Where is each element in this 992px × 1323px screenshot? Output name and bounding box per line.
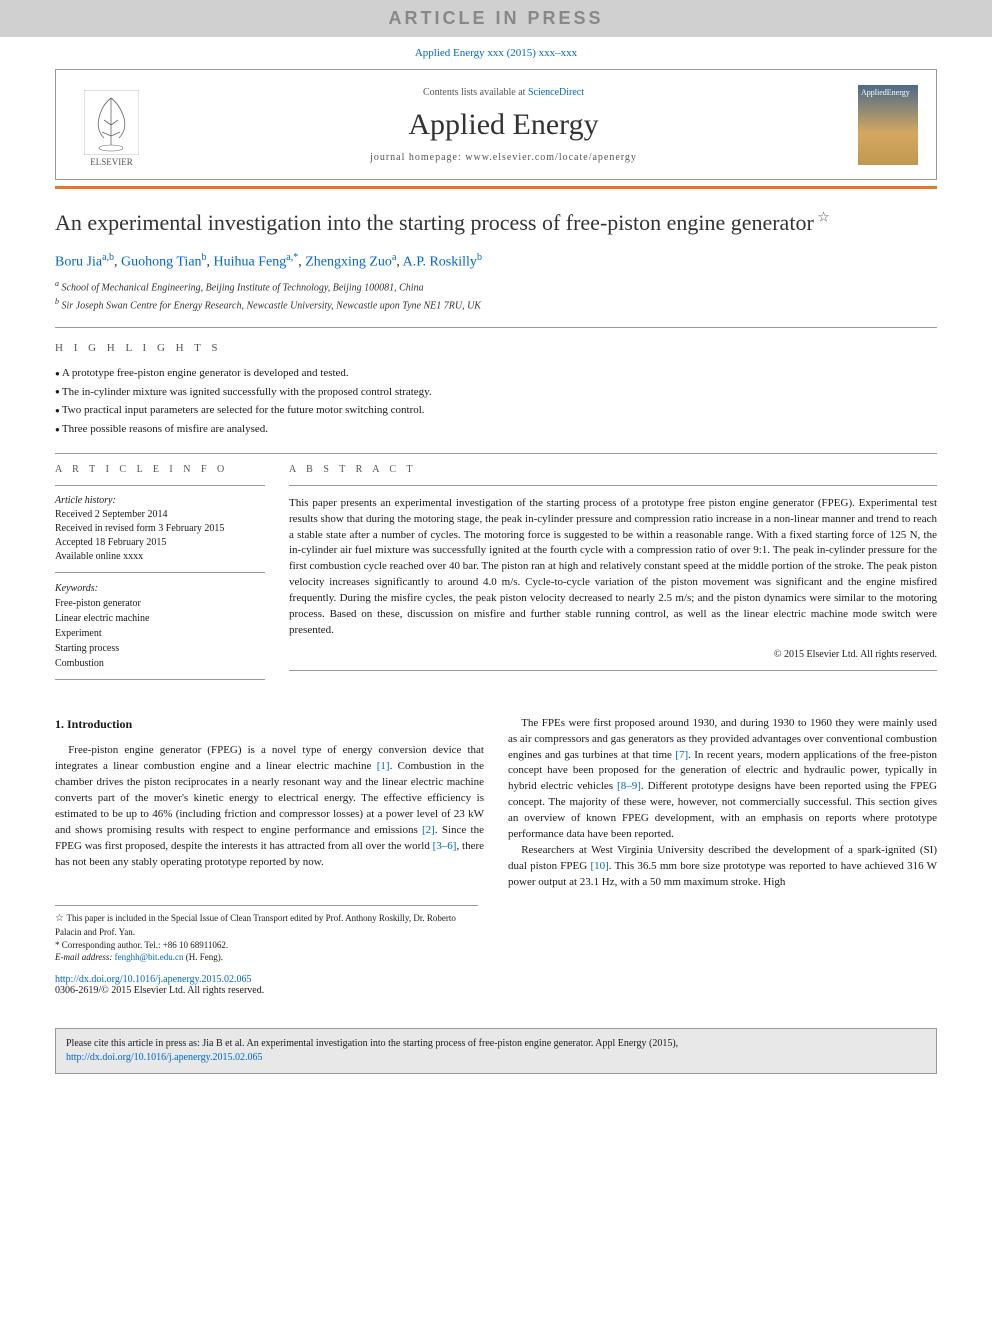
reference-link[interactable]: [1] (377, 760, 390, 772)
doi-block: http://dx.doi.org/10.1016/j.apenergy.201… (55, 974, 937, 996)
contents-available-line: Contents lists available at ScienceDirec… (149, 87, 858, 98)
keyword: Linear electric machine (55, 611, 265, 626)
footnote-email: E-mail address: fenghh@bit.edu.cn (H. Fe… (55, 951, 478, 964)
footnotes: ☆ This paper is included in the Special … (55, 905, 478, 964)
section-heading: 1. Introduction (55, 716, 484, 733)
affiliation-line: b Sir Joseph Swan Centre for Energy Rese… (55, 296, 937, 313)
author-link[interactable]: Zhengxing Zuo (305, 254, 392, 269)
elsevier-tree-icon (84, 90, 139, 155)
abstract-text: This paper presents an experimental inve… (289, 496, 937, 639)
reference-link[interactable]: [8–9] (617, 780, 641, 792)
author-link[interactable]: Boru Jia (55, 254, 102, 269)
email-link[interactable]: fenghh@bit.edu.cn (115, 952, 184, 962)
author-link[interactable]: A.P. Roskilly (403, 254, 477, 269)
article-in-press-banner: ARTICLE IN PRESS (0, 0, 992, 37)
article-history: Article history: Received 2 September 20… (55, 494, 265, 564)
history-line: Received 2 September 2014 (55, 508, 265, 522)
highlights-list: A prototype free-piston engine generator… (55, 364, 937, 439)
highlight-item: Three possible reasons of misfire are an… (55, 420, 937, 439)
highlight-item: Two practical input parameters are selec… (55, 401, 937, 420)
body-paragraph: The FPEs were first proposed around 1930… (508, 716, 937, 844)
history-line: Accepted 18 February 2015 (55, 536, 265, 550)
elsevier-logo: ELSEVIER (74, 82, 149, 167)
journal-cover-thumbnail: AppliedEnergy (858, 85, 918, 165)
title-footnote-star-icon: ☆ (814, 211, 830, 226)
author-link[interactable]: Huihua Feng (214, 254, 287, 269)
affiliations: a School of Mechanical Engineering, Beij… (55, 278, 937, 313)
abstract-column: A B S T R A C T This paper presents an e… (289, 464, 937, 688)
reference-link[interactable]: [3–6] (433, 840, 457, 852)
reference-link[interactable]: [2] (422, 824, 435, 836)
journal-name: Applied Energy (149, 108, 858, 142)
keyword: Starting process (55, 641, 265, 656)
keyword: Free-piston generator (55, 596, 265, 611)
divider (55, 453, 937, 454)
article-info-column: A R T I C L E I N F O Article history: R… (55, 464, 265, 688)
article-title: An experimental investigation into the s… (55, 209, 937, 238)
footnote-star: ☆ This paper is included in the Special … (55, 912, 478, 939)
body-paragraph: Researchers at West Virginia University … (508, 843, 937, 891)
keyword: Combustion (55, 656, 265, 671)
highlight-item: The in-cylinder mixture was ignited succ… (55, 383, 937, 402)
body-paragraph: Free-piston engine generator (FPEG) is a… (55, 743, 484, 871)
header-center: Contents lists available at ScienceDirec… (149, 87, 858, 163)
reference-link[interactable]: [10] (590, 860, 608, 872)
please-cite-box: Please cite this article in press as: Ji… (55, 1028, 937, 1074)
author-list: Boru Jiaa,b, Guohong Tianb, Huihua Fenga… (55, 252, 937, 271)
divider (55, 327, 937, 328)
journal-header: ELSEVIER Contents lists available at Sci… (55, 69, 937, 180)
highlight-item: A prototype free-piston engine generator… (55, 364, 937, 383)
asterisk-icon: * (55, 940, 62, 950)
star-icon: ☆ (55, 913, 66, 924)
footnote-corresponding: * Corresponding author. Tel.: +86 10 689… (55, 939, 478, 952)
keyword: Experiment (55, 626, 265, 641)
copyright-line: © 2015 Elsevier Ltd. All rights reserved… (289, 649, 937, 660)
reference-link[interactable]: [7] (675, 749, 688, 761)
top-citation: Applied Energy xxx (2015) xxx–xxx (0, 37, 992, 69)
issn-copyright: 0306-2619/© 2015 Elsevier Ltd. All right… (55, 985, 937, 996)
keywords-block: Keywords: Free-piston generator Linear e… (55, 581, 265, 671)
journal-homepage-line: journal homepage: www.elsevier.com/locat… (149, 152, 858, 163)
homepage-url[interactable]: www.elsevier.com/locate/apenergy (465, 152, 637, 163)
history-line: Received in revised form 3 February 2015 (55, 522, 265, 536)
history-line: Available online xxxx (55, 550, 265, 564)
banner-text: ARTICLE IN PRESS (388, 8, 603, 28)
introduction-section: 1. Introduction Free-piston engine gener… (55, 716, 937, 891)
cite-doi-link[interactable]: http://dx.doi.org/10.1016/j.apenergy.201… (66, 1052, 262, 1063)
author-link[interactable]: Guohong Tian (121, 254, 202, 269)
article-info-label: A R T I C L E I N F O (55, 464, 265, 475)
abstract-label: A B S T R A C T (289, 464, 937, 475)
highlights-label: H I G H L I G H T S (55, 342, 937, 354)
affiliation-line: a School of Mechanical Engineering, Beij… (55, 278, 937, 295)
sciencedirect-link[interactable]: ScienceDirect (528, 87, 584, 98)
doi-link[interactable]: http://dx.doi.org/10.1016/j.apenergy.201… (55, 974, 251, 985)
